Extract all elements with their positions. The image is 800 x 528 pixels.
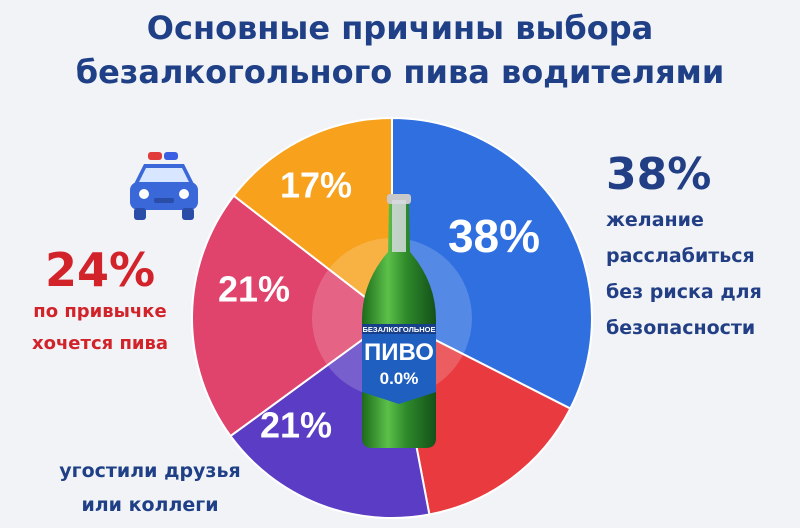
callout-left-pct: 24% xyxy=(44,243,156,297)
callout-right-line: расслабиться xyxy=(606,245,755,267)
pie-slice xyxy=(390,316,572,516)
pie-slice xyxy=(391,116,593,410)
pie-slice xyxy=(232,116,393,321)
callout-right: 38% желание расслабиться без риска для б… xyxy=(606,150,762,346)
callout-left-desc: по привычке хочется пива xyxy=(14,296,186,360)
pie-slice xyxy=(191,194,394,438)
callout-bottom-line: или коллеги xyxy=(81,494,219,516)
callout-right-pct: 38% xyxy=(606,149,712,200)
bottle-label-line-2: ПИВО xyxy=(364,339,434,366)
callout-bottom-line: угостили друзья xyxy=(59,460,241,482)
callout-bottom: угостили друзья или коллеги xyxy=(30,454,270,522)
slice-label: 21% xyxy=(260,405,332,446)
callout-right-line: без риска для xyxy=(606,281,762,303)
bottle-label-line-3: 0.0% xyxy=(380,369,419,388)
callout-right-line: желание xyxy=(606,209,704,231)
callout-left-line: по привычке xyxy=(33,301,167,322)
police-car-icon xyxy=(130,152,198,220)
slice-label: 21% xyxy=(218,269,290,310)
slice-label: 17% xyxy=(280,165,352,206)
title-line-2: безалкогольного пива водителями xyxy=(75,53,725,91)
callout-left: 24% по привычке хочется пива xyxy=(14,244,186,360)
page-title: Основные причины выбора безалкогольного … xyxy=(0,6,800,94)
slice-label: 38% xyxy=(448,210,540,262)
bottle-label-line-1: БЕЗАЛКОГОЛЬНОЕ xyxy=(363,325,436,334)
title-line-1: Основные причины выбора xyxy=(146,9,654,47)
beer-bottle-icon: БЕЗАЛКОГОЛЬНОЕ ПИВО 0.0% xyxy=(362,194,436,448)
callout-left-line: хочется пива xyxy=(31,333,169,354)
callout-right-desc: желание расслабиться без риска для безоп… xyxy=(606,202,762,346)
callout-right-line: безопасности xyxy=(606,317,756,339)
